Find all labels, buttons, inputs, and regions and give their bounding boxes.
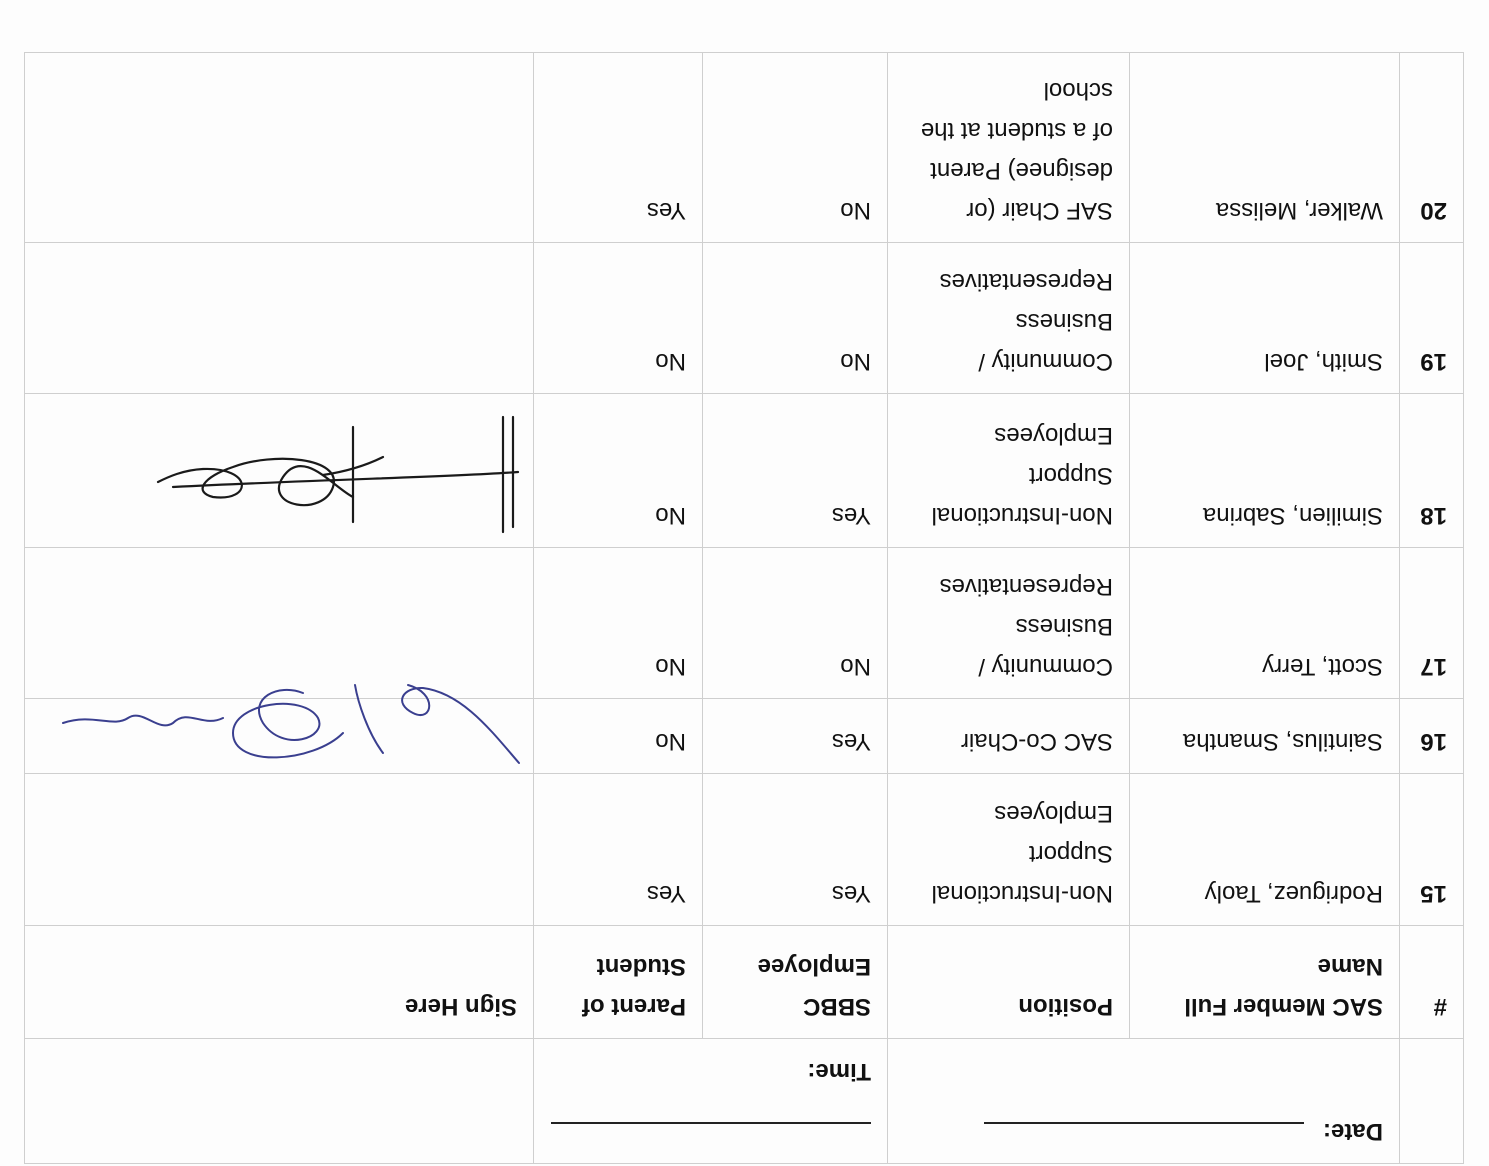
member-name: Saintilus, Smantha [1129, 698, 1400, 774]
signature-field[interactable] [24, 52, 534, 243]
member-position: SAC Co-Chair [887, 698, 1130, 774]
signature-field[interactable] [24, 547, 534, 699]
time-label: Time: [807, 1058, 871, 1085]
col-header-position: Position [887, 925, 1130, 1039]
signature-field[interactable] [24, 773, 534, 926]
time-line [551, 1122, 871, 1125]
signature-field[interactable] [24, 684, 534, 774]
member-name: Smith, Joel [1129, 242, 1400, 394]
date-time-row: Date: Time: [24, 1038, 1464, 1164]
member-name: Scott, Terry [1129, 547, 1400, 699]
member-position: Community / Business Representatives [887, 242, 1130, 394]
parent-of-student-value: No [533, 547, 703, 699]
member-position: SAF Chair (or designee) Parent of a stud… [887, 52, 1130, 243]
row-number: 19 [1399, 242, 1464, 394]
date-cell-empty [1399, 1038, 1464, 1164]
col-header-sbbc: SBBC Employee [702, 925, 888, 1039]
sbbc-employee-value: Yes [702, 393, 888, 548]
sac-sign-in-table: Date: Time: # SAC Member Full Name Posit… [24, 52, 1464, 1164]
sbbc-employee-value: No [702, 242, 888, 394]
column-header-row: # SAC Member Full Name Position SBBC Emp… [24, 925, 1464, 1039]
row-number: 20 [1399, 52, 1464, 243]
sbbc-employee-value: Yes [702, 773, 888, 926]
member-position: Non-Instructional Support Employees [887, 773, 1130, 926]
row-number: 17 [1399, 547, 1464, 699]
date-label: Date: [1322, 1118, 1383, 1145]
col-header-parent: Parent of Student [533, 925, 703, 1039]
table-row: 19 Smith, Joel Community / Business Repr… [24, 242, 1464, 394]
table-row: 16 Saintilus, Smantha SAC Co-Chair Yes N… [24, 684, 1464, 774]
sbbc-employee-value: No [702, 547, 888, 699]
header-cell-empty [24, 1038, 534, 1164]
col-header-name: SAC Member Full Name [1129, 925, 1400, 1039]
sbbc-employee-value: Yes [702, 698, 888, 774]
member-name: Walker, Melissa [1129, 52, 1400, 243]
signature-field[interactable] [24, 393, 534, 548]
signature-field[interactable] [24, 242, 534, 394]
row-number: 18 [1399, 393, 1464, 548]
handwritten-signature [156, 415, 520, 534]
table-row: 15 Rodriguez, Taoly Non-Instructional Su… [24, 773, 1464, 926]
col-header-num: # [1399, 925, 1464, 1039]
row-number: 16 [1399, 698, 1464, 774]
parent-of-student-value: No [533, 242, 703, 394]
col-header-sign: Sign Here [24, 925, 534, 1039]
parent-of-student-value: No [533, 393, 703, 548]
date-line [984, 1122, 1305, 1125]
parent-of-student-value: Yes [533, 52, 703, 243]
table-row: 20 Walker, Melissa SAF Chair (or designe… [24, 52, 1464, 243]
table-row: 18 Similien, Sabrina Non-Instructional S… [24, 393, 1464, 548]
table-row: 17 Scott, Terry Community / Business Rep… [24, 547, 1464, 699]
sbbc-employee-value: No [702, 52, 888, 243]
time-field[interactable]: Time: [533, 1038, 888, 1164]
parent-of-student-value: Yes [533, 773, 703, 926]
row-number: 15 [1399, 773, 1464, 926]
parent-of-student-value: No [533, 698, 703, 774]
member-position: Non-Instructional Support Employees [887, 393, 1130, 548]
date-field[interactable]: Date: [887, 1038, 1400, 1164]
member-name: Similien, Sabrina [1129, 393, 1400, 548]
member-position: Community / Business Representatives [887, 547, 1130, 699]
handwritten-signature [62, 684, 520, 764]
member-name: Rodriguez, Taoly [1129, 773, 1400, 926]
